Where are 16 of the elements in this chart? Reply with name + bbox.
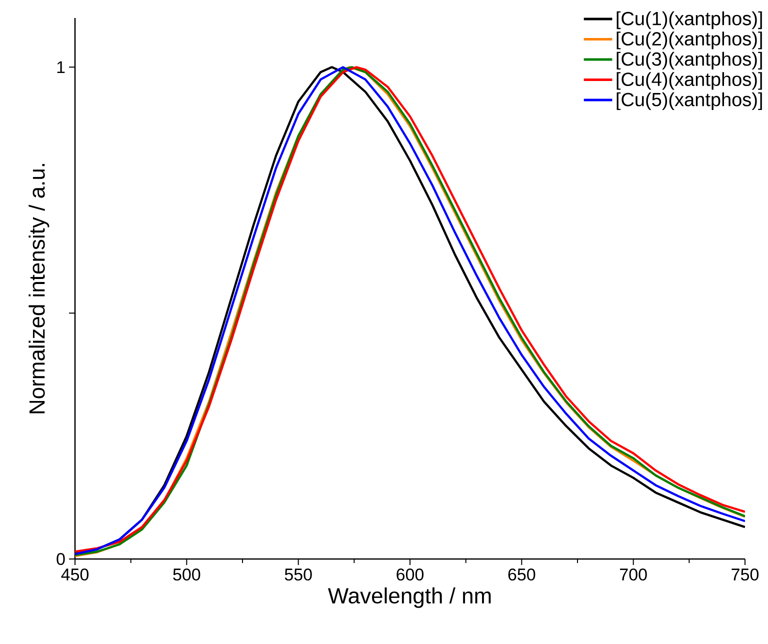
x-axis-title: Wavelength / nm bbox=[328, 587, 491, 608]
x-tick-label: 500 bbox=[173, 568, 200, 581]
y-tick-label: 0 bbox=[56, 552, 65, 566]
legend-label: [Cu(1)(xantphos)] bbox=[616, 11, 762, 30]
x-tick-label: 450 bbox=[61, 568, 89, 581]
legend-label: [Cu(3)(xantphos)] bbox=[616, 52, 762, 70]
x-tick-label: 600 bbox=[396, 568, 424, 581]
legend-label: [Cu(2)(xantphos)] bbox=[616, 32, 762, 50]
y-tick-label: 1 bbox=[57, 61, 65, 74]
y-axis-title: Normalized intensity / a.u. bbox=[28, 164, 50, 414]
x-tick-label: 650 bbox=[508, 568, 536, 581]
x-tick-label: 550 bbox=[284, 568, 312, 581]
legend-label: [Cu(5)(xantphos)] bbox=[616, 92, 762, 110]
x-tick-label: 700 bbox=[620, 568, 647, 581]
x-tick-label: 750 bbox=[732, 568, 759, 581]
legend-label: [Cu(4)(xantphos)] bbox=[616, 72, 762, 90]
